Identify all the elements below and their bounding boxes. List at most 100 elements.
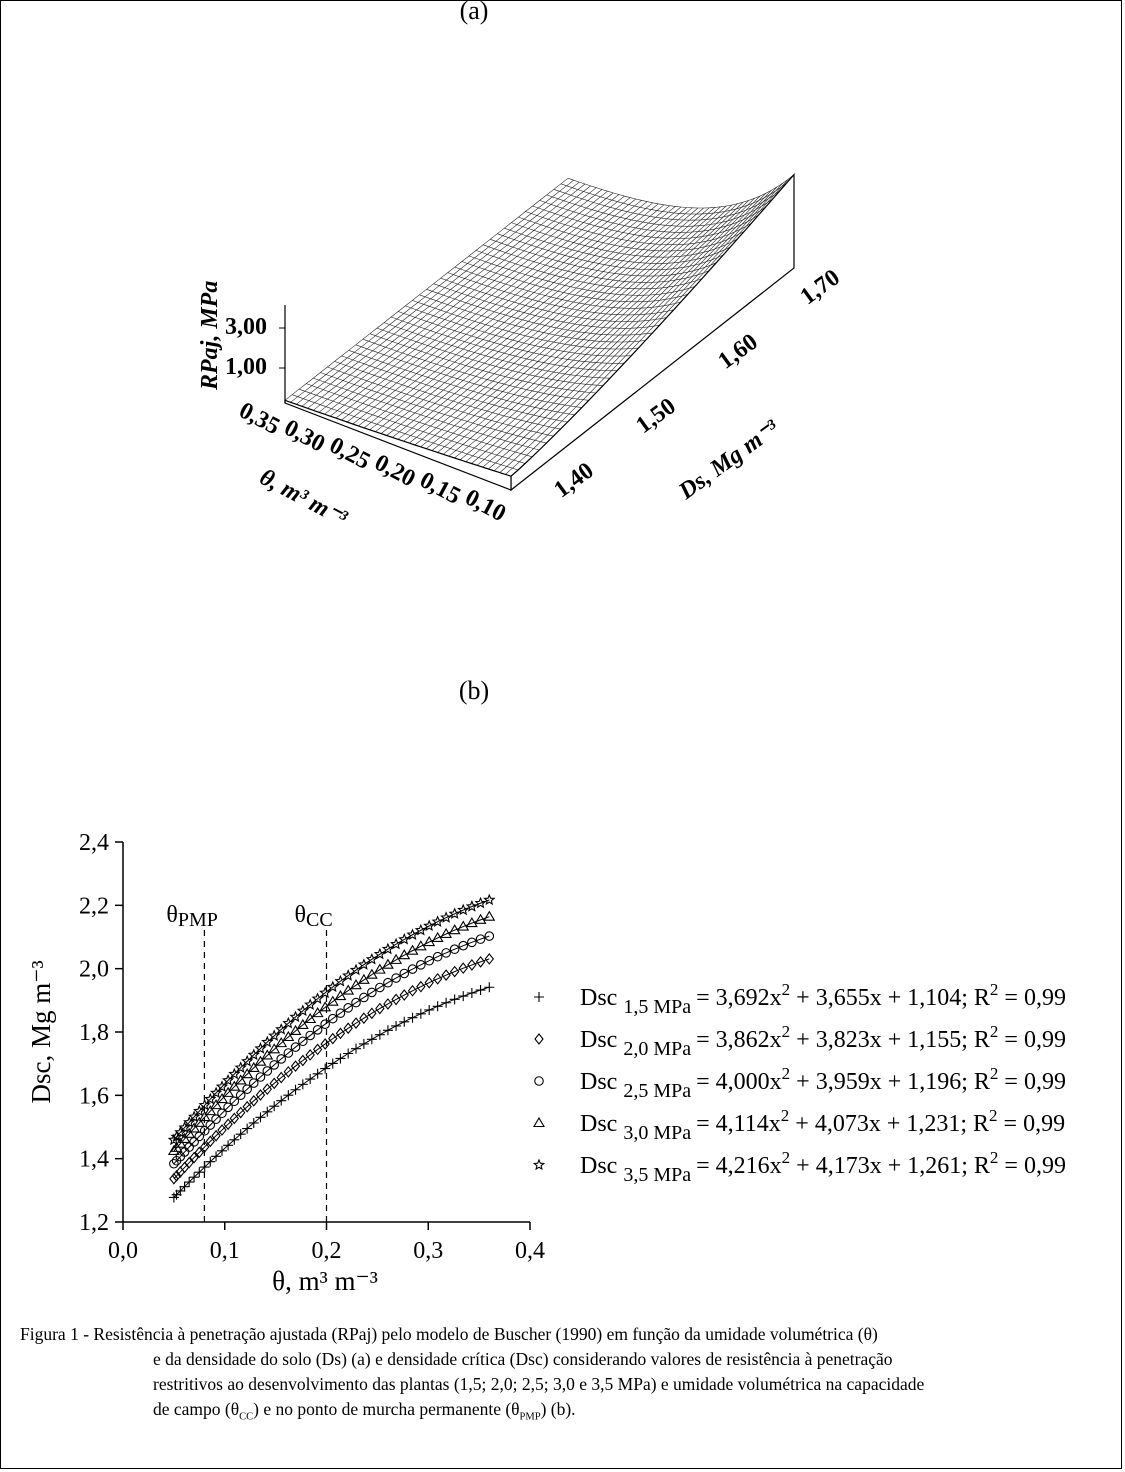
data-point xyxy=(217,1145,228,1156)
data-point xyxy=(194,1146,204,1159)
data-point xyxy=(262,1066,273,1076)
legend-entry: Dsc 3,5 MPa = 4,216x2 + 4,173x + 1,261; … xyxy=(580,1148,1066,1186)
data-point xyxy=(466,987,477,998)
data-point xyxy=(304,1012,317,1024)
y-tick-label: 2,0 xyxy=(79,957,109,983)
data-point xyxy=(431,931,444,942)
data-point xyxy=(440,927,453,939)
data-point xyxy=(276,1054,287,1064)
data-point xyxy=(351,1017,361,1030)
data-point xyxy=(407,964,418,974)
surface-grid-line xyxy=(426,289,653,336)
caption-prefix: Figura 1 - xyxy=(20,1324,94,1344)
data-point xyxy=(276,1095,287,1106)
data-point xyxy=(432,951,443,962)
surface-grid-line xyxy=(505,178,789,475)
data-point xyxy=(171,1170,182,1182)
data-point xyxy=(298,1036,308,1047)
data-point xyxy=(167,1133,180,1146)
data-point xyxy=(416,960,426,970)
series-2 xyxy=(169,931,495,1169)
data-point xyxy=(178,1121,191,1133)
y-tick-label: 1,2 xyxy=(79,1210,109,1236)
data-point xyxy=(283,1090,294,1101)
data-point xyxy=(188,1122,201,1133)
data-point xyxy=(457,920,470,931)
data-point xyxy=(474,913,487,924)
data-point xyxy=(534,992,544,1002)
data-point xyxy=(449,994,460,1005)
surface-mesh xyxy=(284,174,795,477)
surface-grid-line xyxy=(497,233,724,270)
data-point xyxy=(282,1030,295,1042)
data-point xyxy=(168,1192,179,1203)
data-point xyxy=(424,976,434,989)
data-point xyxy=(289,1010,302,1023)
data-point xyxy=(312,1043,323,1056)
data-point xyxy=(475,955,486,968)
data-point xyxy=(320,1063,331,1074)
data-point xyxy=(223,1102,233,1113)
surface-grid-line xyxy=(518,216,745,252)
data-point xyxy=(198,1110,211,1122)
fit-curve xyxy=(173,899,490,1141)
data-point xyxy=(381,942,395,955)
data-point xyxy=(343,1022,353,1035)
fit-curve xyxy=(173,986,490,1198)
surface-front-wall xyxy=(510,173,795,492)
figure-caption: Figura 1 - Resistência à penetração ajus… xyxy=(20,1322,1120,1430)
data-point xyxy=(423,919,436,932)
data-point xyxy=(389,937,403,950)
data-point xyxy=(335,1027,346,1040)
data-point xyxy=(399,989,409,1001)
data-point xyxy=(193,1116,206,1127)
surface-grid-line xyxy=(499,182,783,473)
data-point xyxy=(374,1029,385,1040)
data-point xyxy=(184,1156,194,1169)
data-point xyxy=(179,1181,190,1192)
data-point xyxy=(242,1100,252,1113)
data-point xyxy=(296,1018,309,1029)
data-point xyxy=(483,910,496,921)
data-point xyxy=(262,1106,273,1117)
data-point xyxy=(534,1076,544,1086)
data-point xyxy=(169,1158,179,1169)
data-point xyxy=(204,1092,217,1105)
panel-label-a: (a) xyxy=(459,0,489,25)
data-point xyxy=(235,1090,246,1101)
data-point xyxy=(228,1080,241,1091)
data-point xyxy=(383,977,393,988)
surface-grid-line xyxy=(525,211,752,245)
data-point xyxy=(399,1016,410,1027)
panel-label-b: (b) xyxy=(458,676,490,705)
surface-grid-line xyxy=(447,272,674,316)
y-tick-label: 2,4 xyxy=(79,830,109,856)
data-point xyxy=(432,972,443,985)
data-point xyxy=(532,1158,546,1171)
series-3 xyxy=(167,910,496,1155)
data-point xyxy=(269,1060,280,1070)
legend: Dsc 1,5 MPa = 3,692x2 + 3,655x + 1,104; … xyxy=(532,980,1066,1186)
data-point xyxy=(458,940,469,951)
data-point xyxy=(375,982,385,993)
caption-line-1: Resistência à penetração ajustada (RPaj)… xyxy=(93,1324,878,1344)
data-point xyxy=(357,958,370,970)
data-point xyxy=(373,963,386,974)
x-axis-label: θ, m³ m⁻³ xyxy=(272,1266,378,1296)
surface-grid-line xyxy=(461,261,688,303)
data-point xyxy=(234,1061,247,1073)
data-point xyxy=(366,1034,377,1045)
fit-curve xyxy=(173,935,490,1165)
surface-grid-line xyxy=(465,200,750,462)
data-point xyxy=(415,1008,426,1019)
critical-density-chart: 1,2 1,4 1,6 1,8 2,0 2,2 2,4 0,0 0,1 0,2 0,3 0,4 θ, m… xyxy=(26,830,1066,1296)
data-point xyxy=(474,896,487,909)
data-point xyxy=(359,1012,369,1025)
data-point xyxy=(211,1129,221,1142)
data-point xyxy=(475,934,486,944)
data-point xyxy=(382,1025,393,1036)
data-point xyxy=(367,1007,377,1020)
scatter-series xyxy=(167,893,496,1203)
data-point xyxy=(235,1129,246,1140)
surface-left-wall xyxy=(284,399,512,491)
